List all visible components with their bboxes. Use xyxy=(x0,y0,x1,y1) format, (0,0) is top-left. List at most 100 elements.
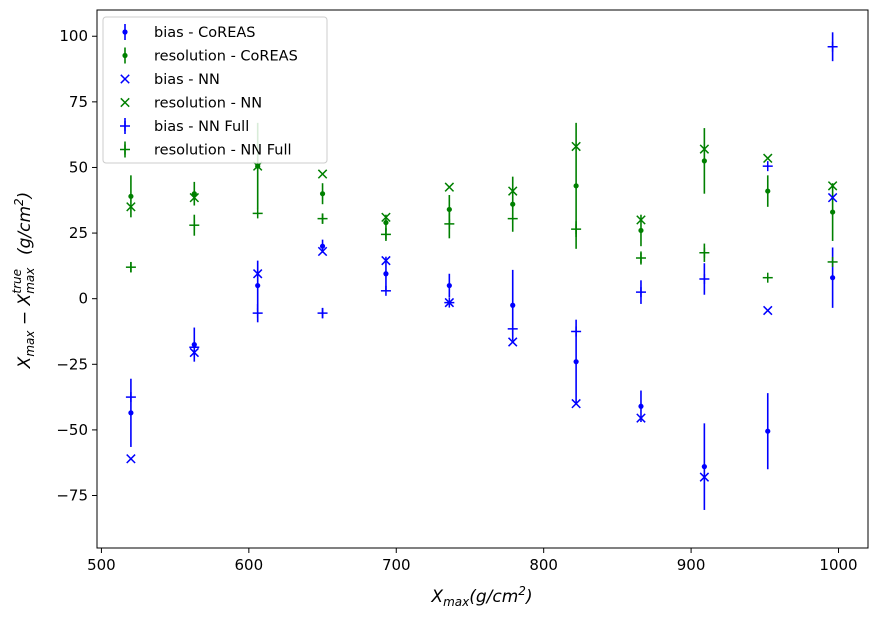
series-1-point-8 xyxy=(638,227,644,234)
y-axis: −75 −50 −25 0 25 50 75 100 xyxy=(56,27,97,505)
series-3-point-8 xyxy=(636,215,646,225)
x-axis: 500 600 700 800 900 1000 xyxy=(87,548,858,574)
series-2-point-11 xyxy=(827,192,838,203)
series-0-point-6 xyxy=(510,302,516,308)
series-3-point-9 xyxy=(699,144,710,154)
series-1-point-6 xyxy=(510,201,516,207)
series-5-point-11 xyxy=(827,256,838,267)
y-tick-label-4: 25 xyxy=(69,224,88,242)
series-0-point-0 xyxy=(128,410,134,416)
legend-entry-5-marker xyxy=(120,144,130,155)
series-4-point-8 xyxy=(635,287,646,298)
x-axis-label-sub: max xyxy=(443,595,470,609)
x-tick-label-3: 800 xyxy=(529,556,558,574)
series-5-point-5 xyxy=(444,218,455,229)
series-1-point-4 xyxy=(383,219,389,226)
series-3-point-7-stroke-b xyxy=(571,141,581,152)
series-0-point-8 xyxy=(638,403,644,409)
series-3-point-3 xyxy=(317,169,328,179)
series-3-point-5 xyxy=(444,182,455,192)
series-3-point-10 xyxy=(763,153,773,164)
series-4-point-2 xyxy=(252,308,263,319)
legend-entry-5-label: resolution - NN Full xyxy=(154,143,292,159)
axes-frame xyxy=(96,9,869,549)
series-4-point-6 xyxy=(507,323,518,334)
series-4-point-1 xyxy=(189,342,200,353)
series-0-point-4 xyxy=(383,271,389,277)
series-3-point-4 xyxy=(381,212,391,223)
series-5-point-1 xyxy=(189,220,200,231)
y-axis-label-minus: − xyxy=(15,305,35,330)
legend-entry-2-marker-stroke-b xyxy=(120,74,130,84)
series-3-point-4-stroke-b xyxy=(381,212,391,223)
series-4-point-3 xyxy=(317,308,328,319)
series-2 xyxy=(126,192,838,482)
series-5-point-6 xyxy=(507,213,518,224)
legend-entry-4-label: bias - NN Full xyxy=(154,119,249,135)
series-4-point-9 xyxy=(699,274,710,284)
legend-entry-4-marker xyxy=(120,121,130,131)
series-2-point-10 xyxy=(763,305,773,316)
series-3-point-10-stroke-b xyxy=(763,153,773,164)
series-3-point-6 xyxy=(507,186,518,196)
series-3-point-8-stroke-b xyxy=(636,215,646,225)
legend-entry-1-marker xyxy=(122,52,128,59)
series-1-point-5 xyxy=(446,206,452,213)
legend-entry-4: bias - NN Full xyxy=(120,118,249,135)
series-2-point-1-stroke-b xyxy=(189,347,200,358)
series-3-point-6-stroke-b xyxy=(507,186,518,196)
series-1-point-1 xyxy=(191,191,197,197)
x-axis-label: Xmax(g/cm2) xyxy=(430,584,532,609)
legend-entry-0: bias - CoREAS xyxy=(122,24,255,41)
series-1-point-9 xyxy=(701,158,707,164)
y-axis-label-unit: (g/cm xyxy=(15,206,35,255)
legend-entry-0-label: bias - CoREAS xyxy=(154,25,255,41)
series-2-point-9 xyxy=(699,472,710,482)
legend-entry-3-label: resolution - NN xyxy=(154,96,262,112)
y-axis-label-base2: X xyxy=(15,293,35,306)
series-4-point-4 xyxy=(380,285,391,296)
series-3 xyxy=(126,141,838,225)
y-axis-label-unit-close: ) xyxy=(15,192,35,201)
series-3-point-3-stroke-b xyxy=(317,169,328,179)
series-3-point-11 xyxy=(827,181,838,191)
series-2-point-1 xyxy=(189,347,200,358)
series-5-point-9 xyxy=(699,247,710,258)
series-4 xyxy=(125,32,838,403)
series-1-point-3 xyxy=(319,191,326,197)
y-tick-label-7: 100 xyxy=(59,27,88,45)
series-0-point-7 xyxy=(573,359,579,365)
series-2-point-11-stroke-b xyxy=(827,192,838,203)
series-4-point-0 xyxy=(125,392,136,403)
series-5-point-10 xyxy=(762,272,773,283)
series-5-point-4 xyxy=(380,229,391,240)
x-tick-label-2: 700 xyxy=(382,556,411,574)
x-tick-label-1: 600 xyxy=(235,556,264,574)
series-5-point-0 xyxy=(125,262,136,273)
series-0-point-3 xyxy=(319,243,326,249)
y-axis-label-base1: X xyxy=(15,356,35,369)
x-tick-label-0: 500 xyxy=(87,556,116,574)
series-2-point-4 xyxy=(381,255,391,266)
series-3-point-5-stroke-b xyxy=(444,182,455,192)
legend-entry-3-marker-stroke-b xyxy=(120,97,130,108)
series-2-point-0-stroke-b xyxy=(126,454,136,464)
series-1-point-7 xyxy=(573,183,579,189)
series-3-point-1 xyxy=(189,192,200,203)
series-4-point-5 xyxy=(444,297,455,308)
series-3-point-1-stroke-b xyxy=(189,192,200,203)
legend: bias - CoREAS resolution - CoREAS bias - N… xyxy=(102,16,328,164)
series-3-point-7 xyxy=(571,141,581,152)
y-tick-label-1: −50 xyxy=(56,421,88,439)
series-1-point-11 xyxy=(830,209,836,215)
series-2-point-6 xyxy=(507,337,518,347)
y-tick-label-3: 0 xyxy=(78,290,88,308)
y-axis-label-unit-sup: 2 xyxy=(12,198,26,206)
y-axis-label-sub1: max xyxy=(23,330,37,357)
series-3-point-0-stroke-b xyxy=(126,202,136,212)
legend-entry-2: bias - NN xyxy=(120,72,220,88)
series-0-point-2 xyxy=(255,282,261,289)
legend-entry-0-marker xyxy=(122,29,128,35)
series-2-point-8 xyxy=(636,413,646,423)
series-0-point-10 xyxy=(765,428,771,434)
